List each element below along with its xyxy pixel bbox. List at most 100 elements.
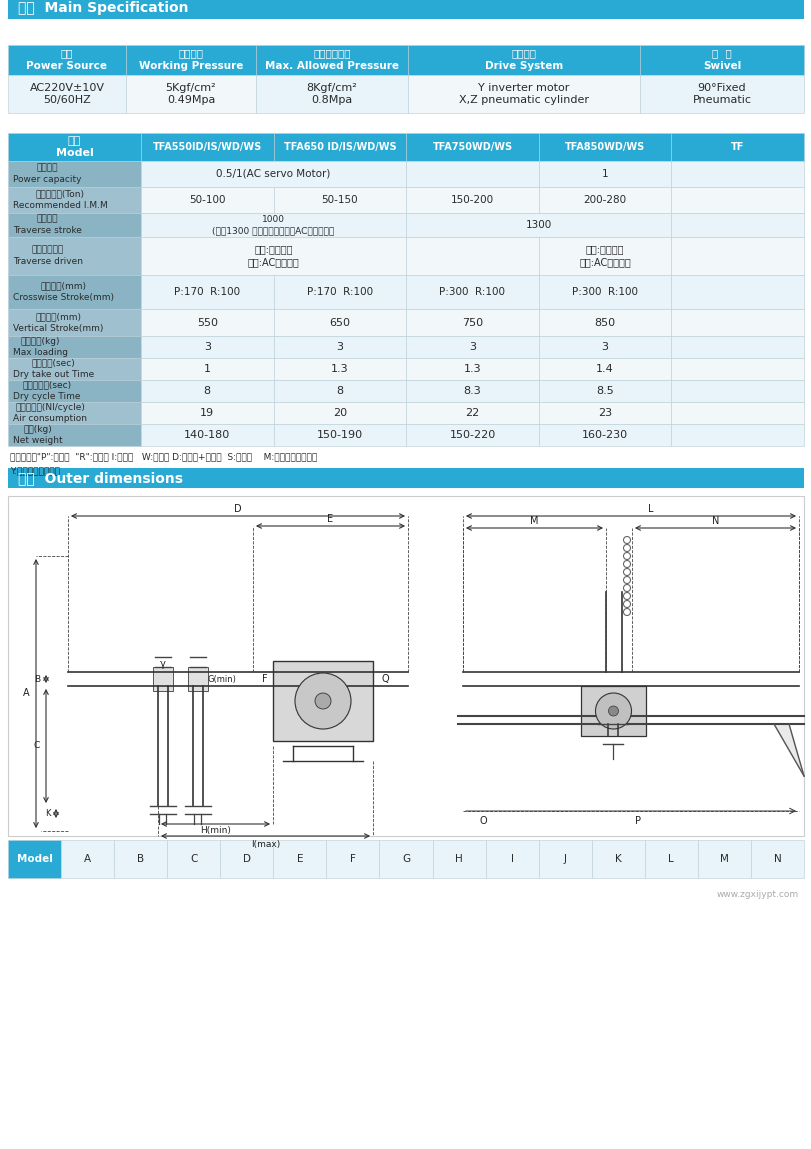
Text: L: L <box>667 854 673 864</box>
Text: D: D <box>242 854 251 864</box>
Text: 橫行行程
Traverse stroke: 橫行行程 Traverse stroke <box>13 215 82 236</box>
Text: 最大容許氣壓
Max. Allowed Pressure: 最大容許氣壓 Max. Allowed Pressure <box>264 48 398 71</box>
Bar <box>8 336 141 358</box>
Bar <box>8 75 126 113</box>
Text: 規格  Main Specification: 規格 Main Specification <box>18 1 188 15</box>
Text: Q: Q <box>380 674 388 684</box>
Bar <box>538 840 591 878</box>
Bar <box>152 668 173 691</box>
Text: 850: 850 <box>594 317 615 327</box>
Text: 22: 22 <box>465 408 479 418</box>
Bar <box>8 468 803 488</box>
Bar <box>671 309 803 336</box>
Bar <box>539 358 671 380</box>
Text: 取出時間(sec)
Dry take out Time: 取出時間(sec) Dry take out Time <box>13 358 94 379</box>
Bar <box>188 668 208 691</box>
Text: 3: 3 <box>204 342 211 352</box>
Text: 8.3: 8.3 <box>463 386 481 396</box>
Text: 1: 1 <box>204 364 211 375</box>
Text: A: A <box>84 854 91 864</box>
Text: J: J <box>563 854 566 864</box>
Bar <box>326 840 379 878</box>
Text: 净重(kg)
Net weight: 净重(kg) Net weight <box>13 425 62 445</box>
Bar <box>539 380 671 402</box>
Text: E: E <box>327 514 333 524</box>
Text: P:170  R:100: P:170 R:100 <box>307 287 372 296</box>
Text: 550: 550 <box>196 317 217 327</box>
Bar <box>273 133 406 161</box>
Text: 模型表示："P":成品骨  "R":料頭骨 I:單截式   W:雙截式 D:成品骨+料頭骨  S:成品骨    M:橫行變頻馬達驅動: 模型表示："P":成品骨 "R":料頭骨 I:單截式 W:雙截式 D:成品骨+料… <box>10 452 317 461</box>
Text: 側  姿
Swivel: 側 姿 Swivel <box>702 48 740 71</box>
Bar <box>141 402 273 424</box>
Text: O: O <box>478 816 487 826</box>
Bar <box>8 187 141 213</box>
Bar <box>406 380 539 402</box>
Text: 标准:变频马达
选购:AC伺服马达: 标准:变频马达 选购:AC伺服马达 <box>247 245 299 268</box>
Text: K: K <box>45 809 50 818</box>
Bar <box>671 336 803 358</box>
Text: 20: 20 <box>333 408 346 418</box>
Bar <box>379 840 432 878</box>
Bar <box>485 840 538 878</box>
Bar <box>639 75 803 113</box>
Text: 150-190: 150-190 <box>316 430 363 440</box>
Bar <box>539 237 671 275</box>
Bar <box>671 358 803 380</box>
Text: 1.4: 1.4 <box>595 364 613 375</box>
Text: 8Kgf/cm²
0.8Mpa: 8Kgf/cm² 0.8Mpa <box>307 83 357 106</box>
Text: 機型
Model: 機型 Model <box>56 136 93 159</box>
Text: www.zgxijypt.com: www.zgxijypt.com <box>716 890 798 899</box>
Text: 尺寸  Outer dimensions: 尺寸 Outer dimensions <box>18 471 182 485</box>
Bar <box>539 309 671 336</box>
Text: 0.5/1(AC servo Motor): 0.5/1(AC servo Motor) <box>217 169 330 179</box>
Circle shape <box>594 693 631 728</box>
Bar <box>697 840 750 878</box>
Text: 160-230: 160-230 <box>581 430 628 440</box>
Text: 8: 8 <box>204 386 211 396</box>
Bar <box>141 380 273 402</box>
Bar <box>671 380 803 402</box>
Bar <box>671 424 803 446</box>
Text: 1000
(选购1300 必须用变频马达或AC伺服马达）: 1000 (选购1300 必须用变频马达或AC伺服马达） <box>212 215 334 236</box>
Bar <box>141 358 273 380</box>
Bar <box>539 424 671 446</box>
Bar <box>141 275 273 309</box>
Text: P:300  R:100: P:300 R:100 <box>439 287 505 296</box>
Text: I(max): I(max) <box>251 840 280 848</box>
Text: C: C <box>190 854 197 864</box>
Bar <box>273 336 406 358</box>
Bar <box>406 402 539 424</box>
Text: Y inverter motor
X,Z pneumatic cylinder: Y inverter motor X,Z pneumatic cylinder <box>458 83 588 106</box>
Text: B: B <box>34 674 40 684</box>
Text: Y:橫行伺服馬達驅動: Y:橫行伺服馬達驅動 <box>10 466 60 475</box>
Bar <box>671 187 803 213</box>
Bar <box>406 213 671 237</box>
Bar <box>255 45 407 75</box>
Text: G(min): G(min) <box>208 674 237 684</box>
Text: TF: TF <box>730 142 744 152</box>
Text: 200-280: 200-280 <box>583 195 626 205</box>
Circle shape <box>294 673 350 728</box>
Bar <box>126 75 255 113</box>
Text: 3: 3 <box>336 342 343 352</box>
Text: P:170  R:100: P:170 R:100 <box>174 287 240 296</box>
Text: 1.3: 1.3 <box>331 364 348 375</box>
Text: 8.5: 8.5 <box>595 386 613 396</box>
Text: γ: γ <box>160 660 165 669</box>
Bar <box>671 237 803 275</box>
Text: 上下行程(mm)
Vertical Stroke(mm): 上下行程(mm) Vertical Stroke(mm) <box>13 313 103 333</box>
Text: B: B <box>137 854 144 864</box>
Text: 適用成型機(Ton)
Recommended I.M.M: 適用成型機(Ton) Recommended I.M.M <box>13 190 108 210</box>
Text: TFA550ID/IS/WD/WS: TFA550ID/IS/WD/WS <box>152 142 262 152</box>
Text: 5Kgf/cm²
0.49Mpa: 5Kgf/cm² 0.49Mpa <box>165 83 216 106</box>
Text: 全循環時間(sec)
Dry cycle Time: 全循環時間(sec) Dry cycle Time <box>13 380 80 401</box>
Bar <box>141 424 273 446</box>
Circle shape <box>607 705 618 716</box>
Text: 空氣消耗量(Nl/cycle)
Air consumption: 空氣消耗量(Nl/cycle) Air consumption <box>13 403 87 423</box>
Text: P:300  R:100: P:300 R:100 <box>572 287 637 296</box>
Bar <box>406 133 539 161</box>
Bar <box>273 402 406 424</box>
Bar <box>407 45 639 75</box>
Bar <box>8 213 141 237</box>
Bar <box>581 686 646 737</box>
